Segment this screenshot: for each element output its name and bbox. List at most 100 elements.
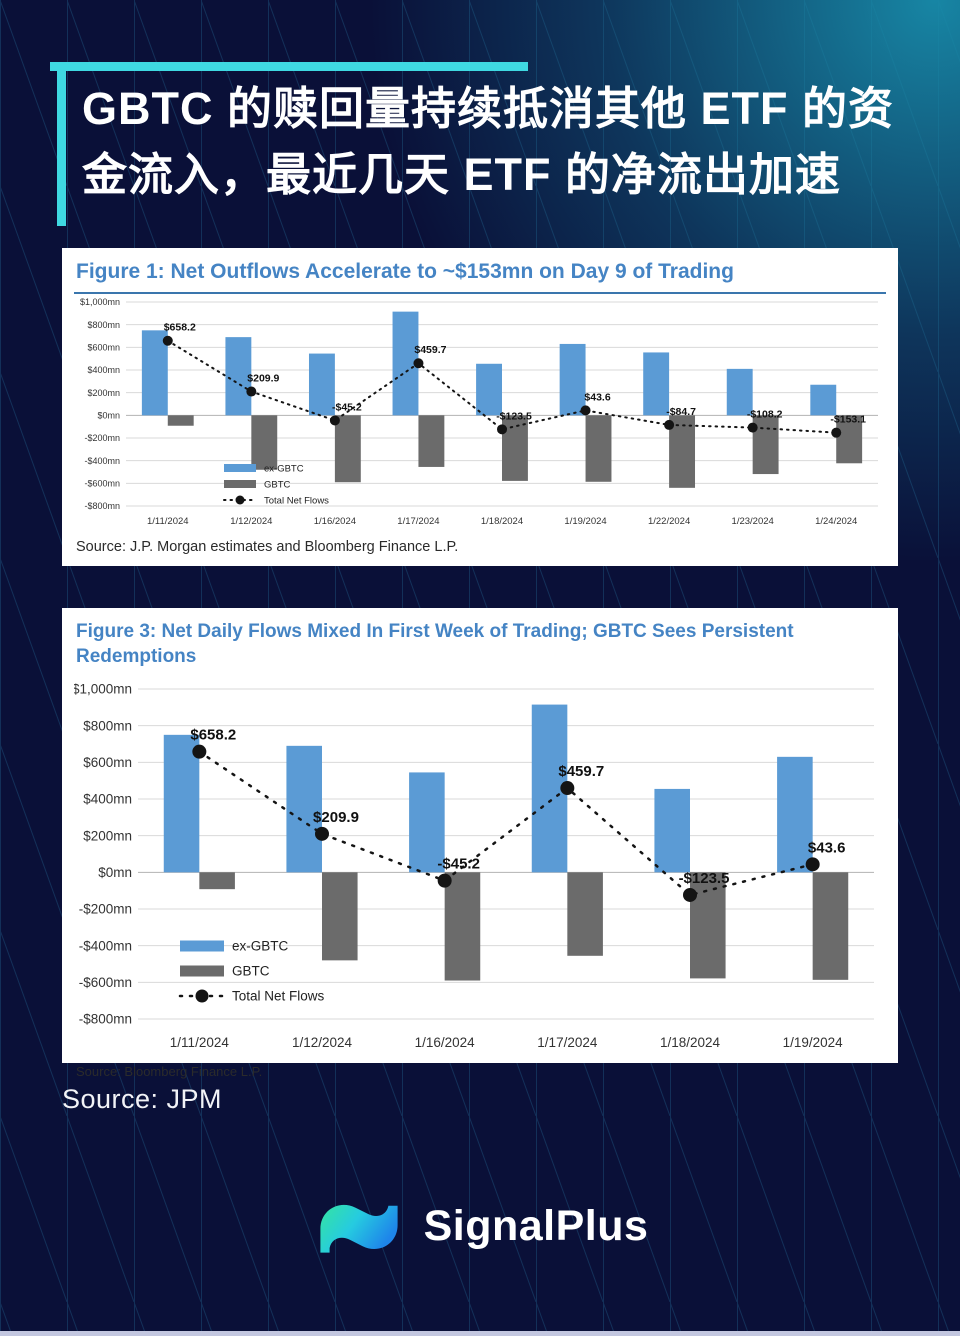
- data-point-marker: [413, 358, 424, 369]
- bar-gbtc: [690, 872, 726, 979]
- x-tick-label: 1/12/2024: [292, 1035, 353, 1050]
- bar-gbtc: [251, 415, 278, 471]
- data-point-marker: [162, 336, 173, 347]
- legend-label: Total Net Flows: [264, 496, 329, 507]
- data-label: $209.9: [313, 809, 359, 826]
- legend-label: ex-GBTC: [232, 939, 289, 954]
- figure-3-source: Source: Bloomberg Finance L.P.: [76, 1064, 263, 1080]
- y-tick-label: $0mn: [98, 865, 132, 880]
- data-point-marker: [560, 781, 575, 796]
- bar-ex-gbtc: [163, 735, 200, 873]
- bar-ex-gbtc: [654, 789, 690, 873]
- y-tick-label: -$200mn: [84, 433, 120, 443]
- figure-1-title: Figure 1: Net Outflows Accelerate to ~$1…: [74, 258, 886, 295]
- data-point-marker: [747, 422, 758, 433]
- legend-label: GBTC: [264, 480, 291, 491]
- data-point-marker: [497, 424, 507, 435]
- y-tick-label: -$200mn: [79, 902, 132, 917]
- bar-ex-gbtc: [810, 385, 837, 416]
- data-label: $459.7: [414, 345, 446, 357]
- y-tick-label: -$800mn: [79, 1012, 132, 1027]
- bar-ex-gbtc: [286, 746, 322, 873]
- y-tick-label: $1,000mn: [74, 682, 132, 697]
- data-label: $658.2: [164, 322, 196, 334]
- data-label: -$84.7: [666, 406, 696, 418]
- bar-gbtc: [444, 872, 481, 981]
- data-label: -$45.2: [332, 402, 362, 414]
- page-title-line-1: GBTC 的赎回量持续抵消其他 ETF 的资: [82, 83, 894, 134]
- x-tick-label: 1/18/2024: [481, 516, 523, 527]
- x-tick-label: 1/16/2024: [415, 1035, 476, 1050]
- bar-ex-gbtc: [409, 772, 445, 873]
- legend-swatch-gbtc: [180, 965, 224, 977]
- figure-3-chart: $1,000mn $800mn $600mn $400mn $200mn $0mn -$20…: [74, 682, 874, 1050]
- x-tick-label: 1/18/2024: [660, 1035, 721, 1050]
- x-tick-label: 1/11/2024: [147, 516, 189, 527]
- y-tick-label: -$800mn: [84, 501, 120, 511]
- page-title-line-2: 金流入，最近几天 ETF 的净流出加速: [82, 149, 841, 200]
- data-point-marker: [246, 386, 257, 397]
- figure-1-panel: Figure 1: Net Outflows Accelerate to ~$1…: [62, 248, 898, 566]
- brand-footer: SignalPlus: [0, 1188, 960, 1264]
- y-tick-label: $1,000mn: [80, 297, 120, 307]
- x-tick-label: 1/19/2024: [783, 1035, 844, 1050]
- bar-ex-gbtc: [643, 352, 670, 416]
- y-tick-label: $600mn: [83, 755, 132, 770]
- y-tick-label: -$400mn: [79, 939, 132, 954]
- x-tick-label: 1/24/2024: [815, 516, 857, 527]
- y-tick-label: $200mn: [83, 829, 132, 844]
- bar-gbtc: [567, 872, 603, 957]
- page-title: GBTC 的赎回量持续抵消其他 ETF 的资 金流入，最近几天 ETF 的净流出…: [57, 62, 902, 226]
- y-tick-label: $800mn: [83, 719, 132, 734]
- bar-gbtc: [418, 415, 445, 468]
- figure-1-chart: $1,000mn $800mn $600mn $400mn $200mn $0mn -$20…: [80, 297, 878, 527]
- data-point-marker: [329, 415, 340, 426]
- data-label: -$153.1: [830, 414, 866, 426]
- bar-gbtc: [812, 872, 849, 981]
- bar-ex-gbtc: [559, 344, 586, 416]
- x-tick-label: 1/12/2024: [230, 516, 272, 527]
- y-tick-label: -$400mn: [84, 456, 120, 466]
- data-label: -$108.2: [747, 409, 783, 421]
- legend-label: ex-GBTC: [264, 464, 304, 475]
- bar-gbtc: [334, 415, 361, 483]
- bar-ex-gbtc: [777, 757, 813, 873]
- x-tick-label: 1/17/2024: [397, 516, 439, 527]
- x-tick-label: 1/23/2024: [732, 516, 774, 527]
- data-point-marker: [580, 405, 591, 416]
- y-tick-label: $0mn: [97, 411, 120, 421]
- bar-gbtc: [502, 415, 528, 482]
- legend-label: Total Net Flows: [232, 989, 325, 1004]
- bar-gbtc: [199, 872, 235, 890]
- page-source-note: Source: JPM: [62, 1084, 223, 1114]
- legend-swatch-ex-gbtc: [224, 464, 256, 473]
- wave-logo-icon: [319, 1204, 398, 1253]
- bar-gbtc: [585, 415, 612, 483]
- x-tick-label: 1/16/2024: [314, 516, 356, 527]
- data-point-marker: [315, 827, 329, 842]
- bar-gbtc: [167, 415, 194, 427]
- y-tick-label: $600mn: [87, 343, 120, 353]
- x-tick-label: 1/17/2024: [537, 1035, 598, 1050]
- y-tick-label: $200mn: [87, 388, 120, 398]
- legend-label: GBTC: [232, 964, 270, 979]
- y-tick-label: $400mn: [83, 792, 132, 807]
- legend-swatch-gbtc: [224, 480, 256, 489]
- data-label: -$123.5: [496, 411, 532, 423]
- figure-3-title: Figure 3: Net Daily Flows Mixed In First…: [76, 621, 794, 667]
- x-tick-label: 1/19/2024: [564, 516, 606, 527]
- y-tick-label: $400mn: [87, 365, 120, 375]
- brand-name: SignalPlus: [423, 1201, 649, 1250]
- data-label: -$123.5: [679, 870, 730, 887]
- bottom-strip: [0, 1331, 960, 1336]
- bar-gbtc: [836, 415, 863, 464]
- data-point-marker: [664, 420, 675, 431]
- bar-ex-gbtc: [476, 364, 502, 416]
- x-tick-label: 1/22/2024: [648, 516, 690, 527]
- legend-swatch-ex-gbtc: [180, 940, 224, 952]
- data-label: $209.9: [247, 373, 279, 385]
- data-point-marker: [437, 873, 452, 888]
- y-tick-label: -$600mn: [79, 975, 132, 990]
- legend-marker-total-net-flows: [235, 495, 245, 505]
- bar-ex-gbtc: [726, 369, 753, 416]
